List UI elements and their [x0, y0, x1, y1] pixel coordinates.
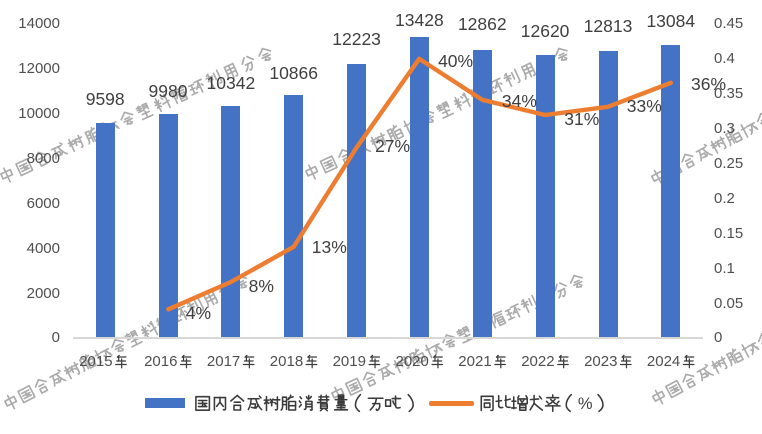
svg-text:%: %	[578, 395, 593, 413]
